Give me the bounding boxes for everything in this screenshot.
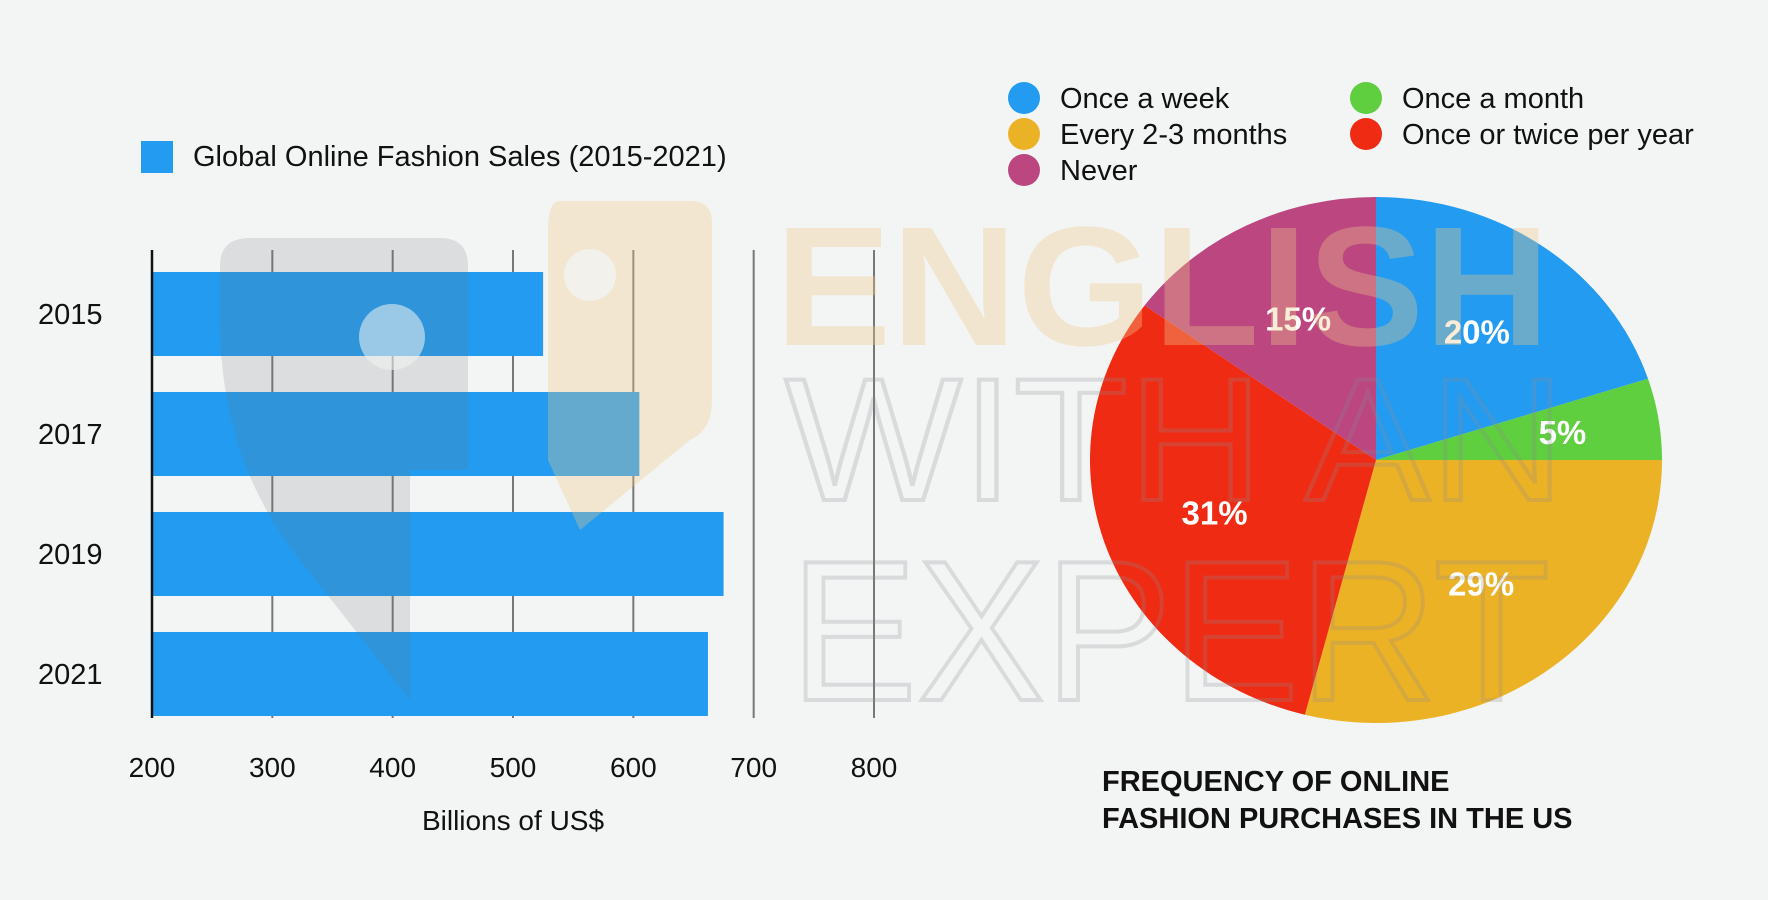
bar-x-tick-label: 700 bbox=[730, 752, 777, 783]
bar-series bbox=[152, 272, 724, 716]
pie-legend: Once a week Once a month Every 2-3 months O… bbox=[1008, 82, 1694, 187]
pie-slice-labels: 20% 5% 29% 31% 15% bbox=[1182, 300, 1587, 602]
bar-legend-label: Global Online Fashion Sales (2015-2021) bbox=[193, 141, 727, 173]
legend-swatch bbox=[1350, 118, 1382, 150]
pie-slice-label: 20% bbox=[1444, 313, 1510, 350]
bar-x-tick-labels: 200 300 400 500 600 700 800 bbox=[129, 752, 898, 783]
bar-x-tick-label: 600 bbox=[610, 752, 657, 783]
pie-chart: Once a week Once a month Every 2-3 months O… bbox=[1008, 82, 1694, 835]
legend-swatch bbox=[1008, 82, 1040, 114]
bar-category-label: 2021 bbox=[38, 659, 103, 691]
legend-swatch bbox=[1008, 118, 1040, 150]
legend-label: Once a week bbox=[1060, 83, 1230, 115]
bar-category-label: 2017 bbox=[38, 419, 103, 451]
bar-2019 bbox=[152, 512, 724, 596]
bar-legend-swatch bbox=[141, 141, 173, 173]
bar-x-tick-label: 200 bbox=[129, 752, 176, 783]
pie-slice-label: 31% bbox=[1182, 494, 1248, 531]
bar-x-axis-label: Billions of US$ bbox=[422, 805, 605, 836]
bar-category-label: 2019 bbox=[38, 539, 103, 571]
bar-x-tick-label: 500 bbox=[490, 752, 537, 783]
bar-x-tick-label: 400 bbox=[369, 752, 416, 783]
legend-label: Once a month bbox=[1402, 83, 1584, 115]
pie-title-line-1: FREQUENCY OF ONLINE bbox=[1102, 766, 1450, 798]
pie-slice-label: 5% bbox=[1539, 414, 1587, 451]
legend-label: Once or twice per year bbox=[1402, 119, 1694, 151]
pie-slice-never bbox=[1144, 197, 1376, 460]
pie-slices bbox=[1089, 197, 1662, 724]
bar-2015 bbox=[152, 272, 544, 356]
legend-swatch bbox=[1008, 154, 1040, 186]
legend-label: Never bbox=[1060, 155, 1138, 187]
legend-label: Every 2-3 months bbox=[1060, 119, 1287, 151]
bar-x-tick-label: 300 bbox=[249, 752, 296, 783]
pie-slice-label: 15% bbox=[1265, 300, 1331, 337]
bar-category-label: 2015 bbox=[38, 299, 103, 331]
pie-slice-label: 29% bbox=[1448, 566, 1514, 603]
pie-slice-once-or-twice-per-year bbox=[1089, 305, 1376, 715]
pie-slice-every-2-3-months bbox=[1304, 460, 1662, 724]
pie-title-line-2: FASHION PURCHASES IN THE US bbox=[1102, 803, 1573, 835]
bar-chart: 2015 2017 2019 2021 200 300 400 500 600 700 800 B… bbox=[38, 141, 897, 836]
pie-title: FREQUENCY OF ONLINE FASHION PURCHASES IN… bbox=[1102, 766, 1573, 835]
bar-2017 bbox=[152, 392, 640, 476]
bar-category-labels: 2015 2017 2019 2021 bbox=[38, 299, 103, 691]
bar-x-tick-label: 800 bbox=[851, 752, 898, 783]
pie-slice-once-a-month bbox=[1376, 378, 1662, 460]
pie-slice-once-a-week bbox=[1376, 197, 1649, 460]
legend-swatch bbox=[1350, 82, 1382, 114]
bar-legend: Global Online Fashion Sales (2015-2021) bbox=[141, 141, 727, 173]
bar-2021 bbox=[152, 632, 708, 716]
